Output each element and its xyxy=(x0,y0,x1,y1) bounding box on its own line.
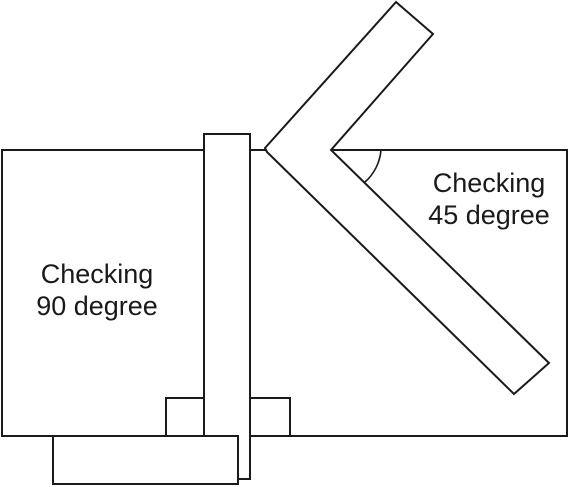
mitre-square-45 xyxy=(263,0,551,396)
label-90-line-2: 90 degree xyxy=(36,291,158,321)
label-checking-45-degree: Checking 45 degree xyxy=(414,167,564,231)
try-square-blade xyxy=(203,133,251,480)
try-square-stock-left xyxy=(165,397,207,437)
label-45-line-2: 45 degree xyxy=(428,200,550,230)
label-45-line-1: Checking xyxy=(432,168,546,198)
try-square-stock-right xyxy=(248,397,291,437)
label-checking-90-degree: Checking 90 degree xyxy=(22,258,172,322)
base-block xyxy=(52,435,239,485)
label-90-line-1: Checking xyxy=(40,259,154,289)
angle-arc-45 xyxy=(364,149,382,183)
